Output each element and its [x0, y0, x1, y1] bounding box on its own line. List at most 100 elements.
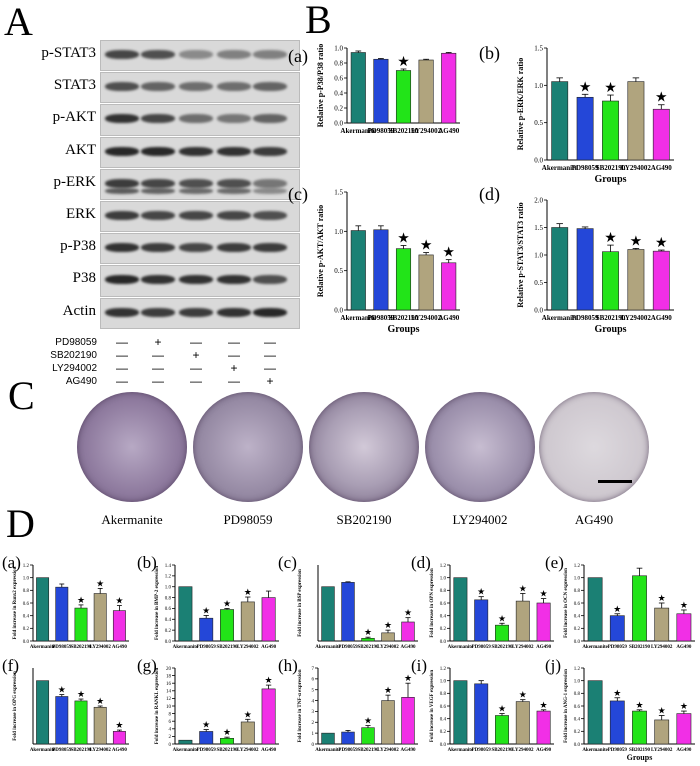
culture-dish [425, 392, 535, 502]
blot-band [253, 187, 287, 194]
bar [474, 683, 489, 745]
blot-band [141, 82, 175, 92]
category-label: PD98059 [52, 645, 72, 650]
blot-row-label: p-AKT [52, 109, 96, 126]
significance-star: ★ [635, 700, 643, 710]
y-axis-label: Fold increase in Runx2 expression [13, 566, 18, 639]
bar [453, 680, 468, 745]
blot-band [217, 178, 251, 188]
blot-band [179, 187, 213, 194]
y-axis-label: Fold increase in BSP expression [298, 569, 303, 637]
bar [627, 249, 645, 311]
y-tick-label: 10 [166, 705, 172, 710]
category-label: SB202190 [389, 314, 419, 322]
y-tick-label: 0.8 [574, 692, 581, 697]
treatment-sign: — [116, 348, 128, 362]
y-tick-label: 4 [312, 699, 315, 704]
category-label: PD98059 [608, 645, 628, 650]
category-label: Akermanite [315, 748, 341, 753]
bar [401, 697, 415, 745]
y-tick-label: 1.2 [574, 667, 581, 672]
category-label: LY294002 [512, 748, 534, 753]
category-label: SB202190 [491, 645, 513, 650]
significance-star: ★ [630, 234, 643, 249]
y-axis-label: Fold increase in VEGF expression [430, 670, 435, 743]
bar [220, 609, 234, 642]
blot-row-label: p-P38 [60, 238, 96, 255]
y-tick-label: 0.6 [440, 602, 447, 607]
category-label: LY294002 [621, 314, 652, 322]
significance-star: ★ [397, 55, 410, 70]
blot-band [217, 211, 251, 220]
category-label: Akermanite [173, 748, 199, 753]
x-axis-label: Groups [594, 324, 626, 335]
y-axis-label: Fold increase in TNF-α expression [298, 669, 303, 742]
treatment-sign: + [154, 335, 162, 349]
category-label: SB202190 [216, 645, 238, 650]
y-tick-label: 0.6 [574, 602, 581, 607]
category-label: LY294002 [411, 314, 442, 322]
treatment-sign: — [264, 335, 276, 349]
category-label: PD98059 [338, 748, 358, 753]
y-tick-label: 0.2 [574, 730, 581, 735]
bar [551, 227, 569, 311]
category-label: Akermanite [448, 645, 474, 650]
category-label: PD98059 [472, 748, 492, 753]
chart-letter: (d) [479, 184, 500, 205]
panel-letter-a: A [4, 0, 33, 44]
significance-star: ★ [96, 696, 104, 706]
y-tick-label: 1.0 [574, 679, 581, 684]
category-label: Akermanite [315, 645, 341, 650]
significance-star: ★ [442, 246, 455, 261]
y-tick-label: 0.0 [23, 640, 30, 645]
blot-row-label: P38 [72, 270, 96, 287]
significance-star: ★ [384, 620, 392, 630]
dish-label: PD98059 [223, 512, 273, 527]
y-tick-label: 0.8 [574, 589, 581, 594]
category-label: Akermanite [340, 314, 376, 322]
bar [474, 599, 489, 642]
significance-star: ★ [244, 587, 252, 597]
significance-star: ★ [404, 673, 412, 683]
blot-band [141, 178, 175, 188]
bar [627, 81, 645, 161]
y-tick-label: 1.0 [165, 585, 172, 590]
category-label: PD98059 [572, 314, 599, 322]
treatment-sign: — [190, 361, 202, 375]
y-axis-label: Relative p-P38/P38 ratio [316, 44, 325, 128]
significance-star: ★ [613, 688, 621, 698]
blot-band [105, 50, 139, 59]
chart-letter: (i) [411, 656, 427, 675]
significance-star: ★ [579, 80, 592, 95]
y-tick-label: 1.5 [534, 224, 543, 232]
bar [395, 70, 412, 124]
y-tick-label: 0.2 [165, 629, 172, 634]
significance-star: ★ [404, 608, 412, 618]
bar [381, 700, 395, 745]
y-tick-label: 2 [169, 735, 172, 740]
y-tick-label: 1.0 [334, 228, 343, 236]
treatment-sign: — [228, 348, 240, 362]
significance-star: ★ [115, 720, 123, 730]
y-tick-label: 0.8 [440, 692, 447, 697]
blot-band [105, 187, 139, 194]
blot-band [179, 82, 213, 92]
y-tick-label: 0.6 [574, 705, 581, 710]
bar [401, 621, 415, 642]
blot-row-label: AKT [65, 141, 96, 158]
y-tick-label: 0.0 [440, 640, 447, 645]
y-tick-label: 0.4 [165, 618, 172, 623]
significance-star: ★ [244, 709, 252, 719]
significance-star: ★ [115, 596, 123, 606]
y-tick-label: 0.0 [574, 640, 581, 645]
bar [632, 710, 647, 745]
y-tick-label: 12 [166, 697, 172, 702]
significance-star: ★ [655, 91, 668, 106]
dish-label: SB202190 [336, 512, 392, 527]
category-label: LY294002 [237, 645, 259, 650]
significance-star: ★ [498, 704, 506, 714]
y-tick-label: 0.2 [23, 627, 30, 632]
y-tick-label: 2 [312, 721, 315, 726]
y-tick-label: 1.2 [23, 564, 30, 569]
bar [609, 615, 625, 642]
